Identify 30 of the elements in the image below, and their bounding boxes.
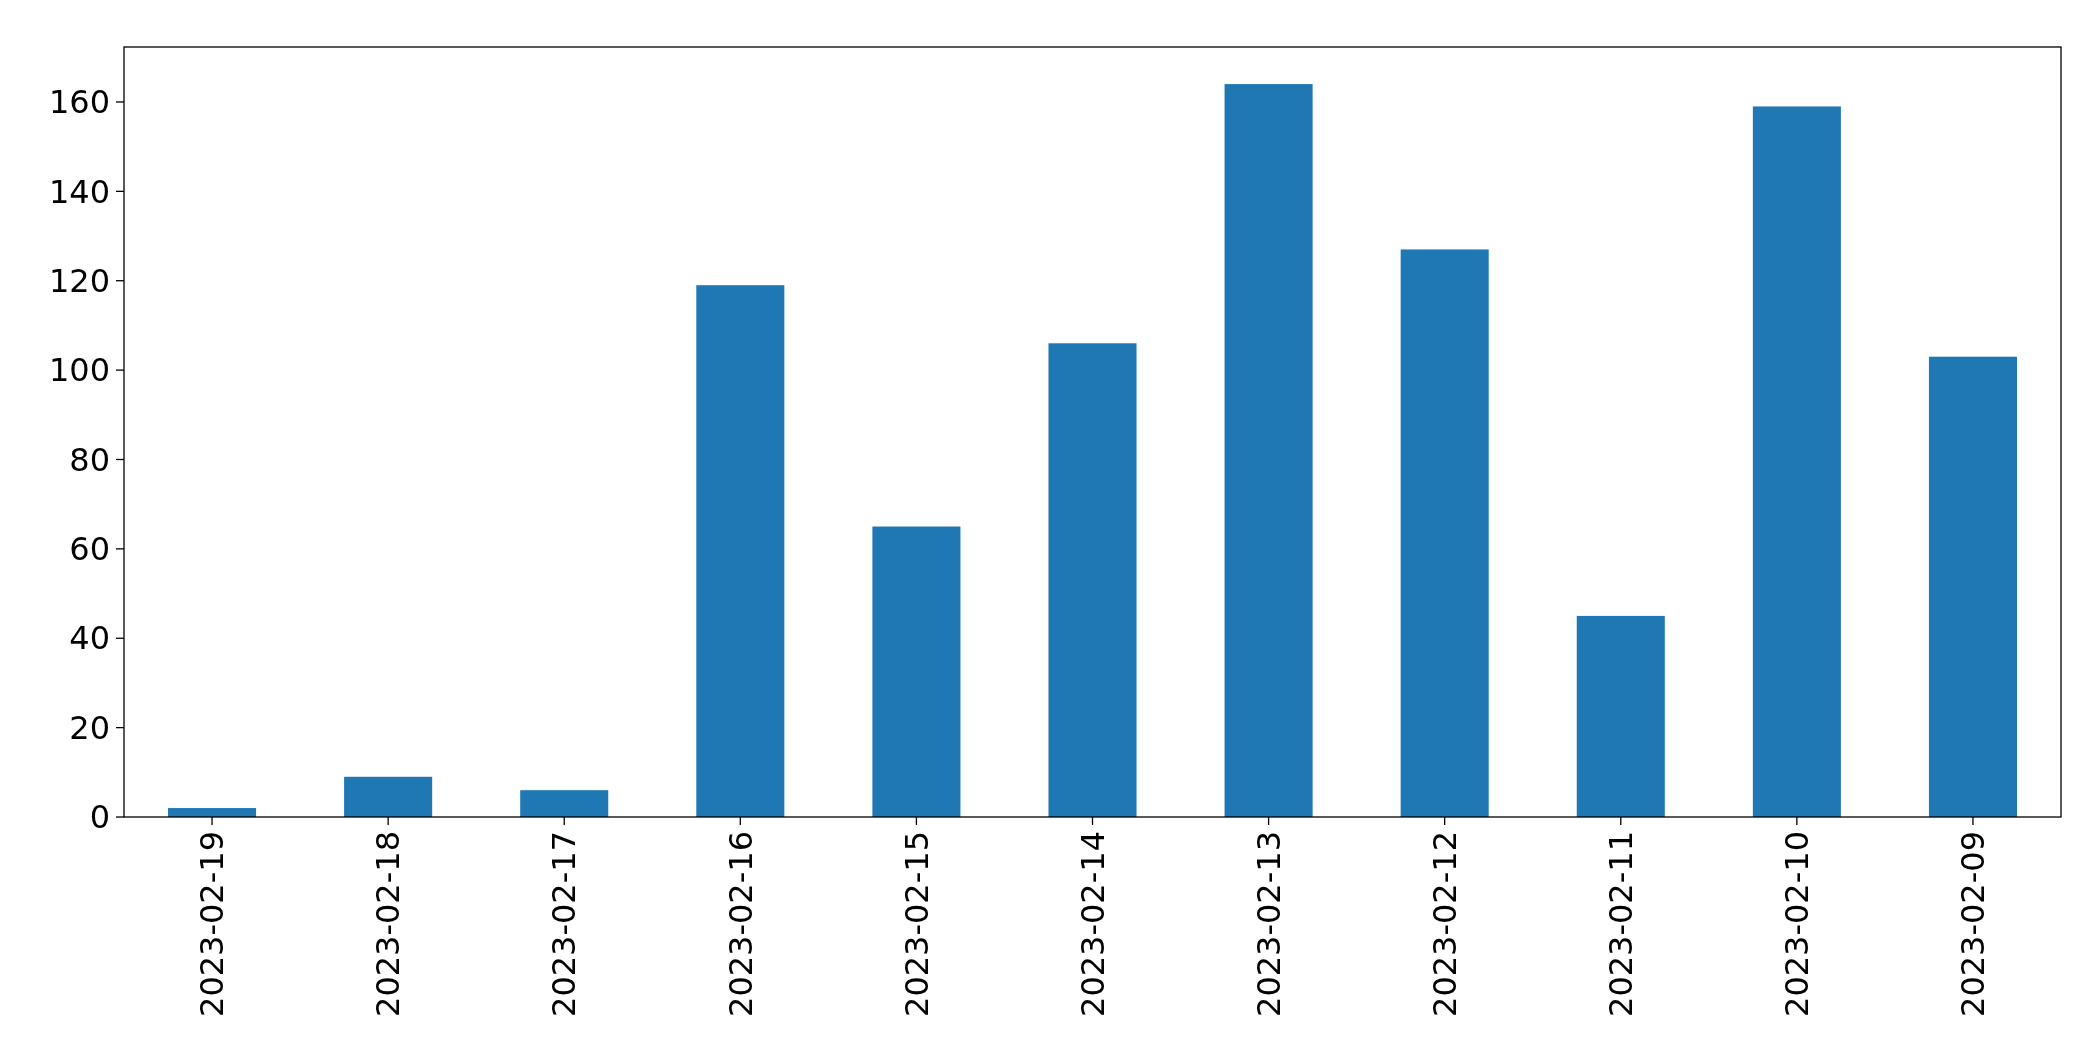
bar (872, 526, 961, 817)
bar (344, 776, 433, 817)
y-tick-label: 0 (89, 798, 110, 837)
x-tick-label: 2023-02-13 (1249, 831, 1288, 1017)
x-tick-label: 2023-02-09 (1954, 831, 1993, 1017)
bar (696, 285, 785, 817)
x-tick-label: 2023-02-10 (1778, 831, 1817, 1017)
y-tick-label: 160 (48, 83, 110, 122)
y-tick-label: 20 (69, 708, 110, 747)
x-tick-label: 2023-02-17 (545, 831, 584, 1017)
y-tick-label: 60 (69, 530, 110, 569)
x-tick-label: 2023-02-11 (1601, 831, 1640, 1017)
bar (1400, 249, 1489, 817)
bar (1752, 106, 1841, 817)
x-tick-label: 2023-02-14 (1073, 831, 1112, 1017)
y-tick-label: 40 (69, 619, 110, 658)
x-tick-label: 2023-02-15 (897, 831, 936, 1017)
x-tick-label: 2023-02-19 (193, 831, 232, 1017)
x-tick-label: 2023-02-16 (721, 831, 760, 1017)
y-tick-label: 140 (48, 172, 110, 211)
bar (1928, 356, 2017, 817)
bar (520, 790, 609, 817)
y-tick-label: 120 (48, 261, 110, 300)
bar (1224, 84, 1313, 817)
bar (1048, 343, 1137, 817)
y-tick-label: 80 (69, 440, 110, 479)
y-tick-label: 100 (48, 351, 110, 390)
x-tick-label: 2023-02-12 (1425, 831, 1464, 1017)
x-tick-label: 2023-02-18 (369, 831, 408, 1017)
bar (1576, 615, 1665, 817)
